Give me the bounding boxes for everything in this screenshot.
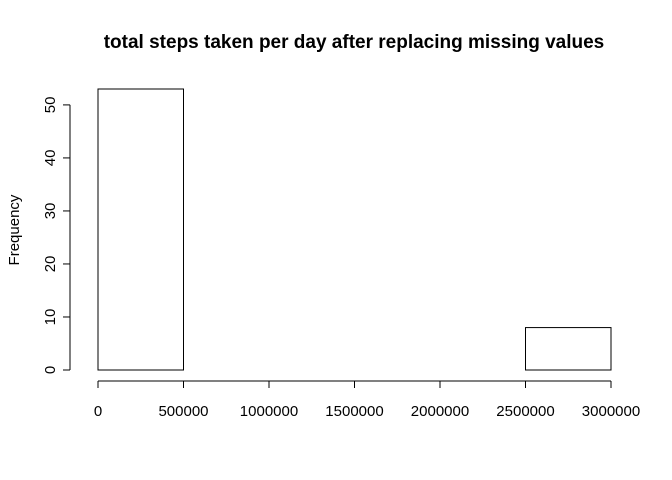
- x-axis: 0 500000 1000000 1500000 2000000 2500000 30000…: [94, 380, 640, 420]
- histogram-bar: [525, 327, 612, 371]
- y-tick-label: 0: [42, 366, 59, 374]
- chart-title: total steps taken per day after replacin…: [104, 32, 605, 53]
- histogram-bar: [97, 88, 184, 371]
- y-tick-label: 20: [42, 256, 59, 273]
- y-tick-label: 50: [42, 97, 59, 114]
- x-tick-label: 3000000: [582, 403, 640, 420]
- x-tick-label: 1000000: [240, 403, 298, 420]
- y-tick-label: 40: [42, 150, 59, 167]
- x-tick-label: 0: [94, 403, 102, 420]
- x-tick-label: 500000: [158, 403, 208, 420]
- x-tick-label: 2500000: [496, 403, 554, 420]
- x-tick-label: 1500000: [325, 403, 383, 420]
- y-axis-label: Frequency: [6, 194, 23, 265]
- y-axis: 0 10 20 30 40 50: [42, 97, 71, 374]
- bars-group: [97, 88, 612, 371]
- x-tick-label: 2000000: [411, 403, 469, 420]
- y-tick-label: 10: [42, 309, 59, 326]
- y-tick-label: 30: [42, 203, 59, 220]
